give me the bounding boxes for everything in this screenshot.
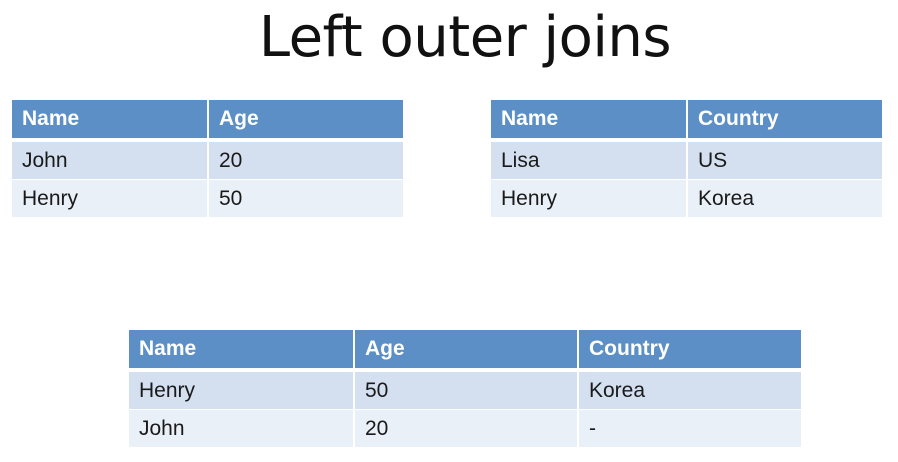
people-table: Name Age John 20 Henry 50 bbox=[12, 100, 403, 217]
table-cell-name: Lisa bbox=[491, 141, 686, 179]
table-row: Henry 50 Korea bbox=[129, 371, 801, 409]
table-cell-name: Henry bbox=[129, 371, 353, 409]
countries-table: Name Country Lisa US Henry Korea bbox=[491, 100, 882, 217]
table-cell-age: 50 bbox=[207, 179, 403, 217]
table-cell-age: 50 bbox=[353, 371, 577, 409]
table-cell-country: - bbox=[577, 409, 801, 447]
column-header-name: Name bbox=[12, 100, 207, 141]
table-cell-age: 20 bbox=[353, 409, 577, 447]
slide-title: Left outer joins bbox=[258, 5, 672, 70]
table-cell-country: Korea bbox=[577, 371, 801, 409]
table-cell-name: Henry bbox=[12, 179, 207, 217]
table-row: Henry 50 bbox=[12, 179, 403, 217]
table-row: Henry Korea bbox=[491, 179, 882, 217]
column-header-country: Country bbox=[686, 100, 882, 141]
table-cell-name: John bbox=[129, 409, 353, 447]
table-header-row: Name Country bbox=[491, 100, 882, 141]
join-result-table: Name Age Country Henry 50 Korea John 20 … bbox=[129, 330, 801, 447]
table-row: Lisa US bbox=[491, 141, 882, 179]
table-cell-country: Korea bbox=[686, 179, 882, 217]
table-cell-age: 20 bbox=[207, 141, 403, 179]
column-header-country: Country bbox=[577, 330, 801, 371]
table-cell-country: US bbox=[686, 141, 882, 179]
table-row: John 20 bbox=[12, 141, 403, 179]
column-header-name: Name bbox=[491, 100, 686, 141]
table-cell-name: Henry bbox=[491, 179, 686, 217]
table-header-row: Name Age Country bbox=[129, 330, 801, 371]
table-cell-name: John bbox=[12, 141, 207, 179]
column-header-age: Age bbox=[353, 330, 577, 371]
column-header-age: Age bbox=[207, 100, 403, 141]
table-header-row: Name Age bbox=[12, 100, 403, 141]
table-row: John 20 - bbox=[129, 409, 801, 447]
column-header-name: Name bbox=[129, 330, 353, 371]
